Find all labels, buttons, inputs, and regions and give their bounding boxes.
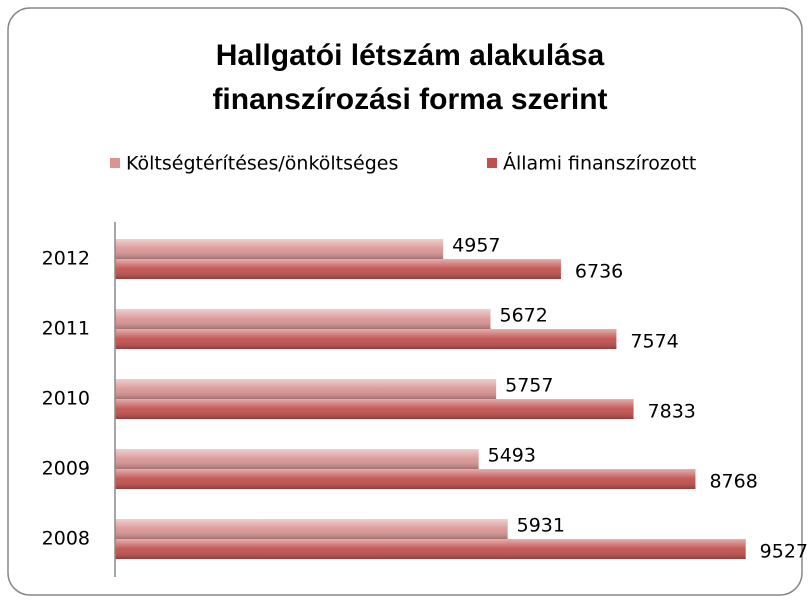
chart-title: Hallgatói létszám alakulása xyxy=(216,39,605,72)
y-tick-label: 2012 xyxy=(42,248,90,270)
y-tick-label: 2009 xyxy=(42,458,90,480)
data-label: 9527 xyxy=(760,541,808,563)
bar-highlight xyxy=(115,469,696,489)
data-label: 7833 xyxy=(648,401,696,423)
bar-highlight xyxy=(115,379,497,399)
legend-label: Költségtérítéses/önköltséges xyxy=(126,153,398,175)
data-label: 7574 xyxy=(630,331,678,353)
bar-highlight xyxy=(115,259,561,279)
data-label: 4957 xyxy=(452,235,500,257)
data-label: 5931 xyxy=(517,515,565,537)
y-tick-label: 2008 xyxy=(42,528,90,550)
bar-highlight xyxy=(115,399,634,419)
data-label: 5672 xyxy=(499,305,547,327)
legend-label: Állami finanszírozott xyxy=(503,152,696,175)
y-tick-label: 2010 xyxy=(42,388,90,410)
bar-highlight xyxy=(115,519,508,539)
legend-swatch xyxy=(110,158,120,168)
bar-highlight xyxy=(115,449,479,469)
chart-title: finanszírozási forma szerint xyxy=(212,83,607,116)
bar-highlight xyxy=(115,309,491,329)
data-label: 6736 xyxy=(575,261,623,283)
bar-highlight xyxy=(115,329,617,349)
data-label: 5493 xyxy=(488,445,536,467)
bar-highlight xyxy=(115,239,444,259)
data-label: 5757 xyxy=(505,375,553,397)
chart-frame xyxy=(7,7,803,596)
bar-highlight xyxy=(115,539,746,559)
y-tick-label: 2011 xyxy=(42,318,90,340)
data-label: 8768 xyxy=(709,471,757,493)
legend-swatch xyxy=(487,158,497,168)
